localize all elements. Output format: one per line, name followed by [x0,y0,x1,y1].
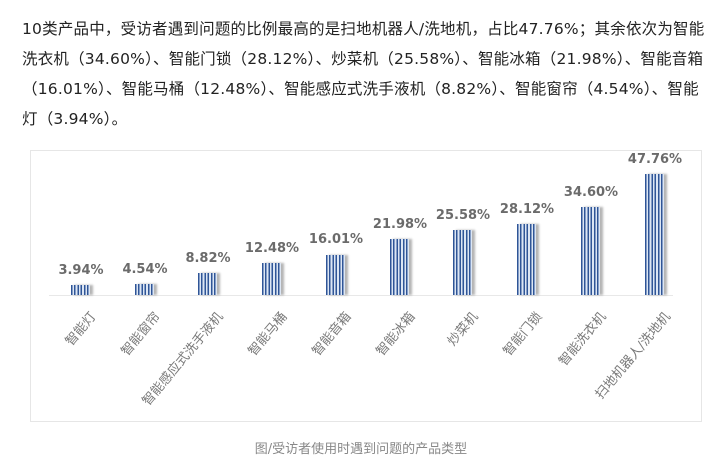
bar [581,207,600,295]
bar [453,230,472,295]
bar [517,223,536,295]
category-label: 智能灯 [62,309,100,350]
category-label: 智能窗帘 [118,309,164,360]
value-label: 4.54% [122,261,168,277]
figure-caption: 图/受访者使用时遇到问题的产品类型 [254,442,468,457]
value-label: 12.48% [244,241,300,257]
value-label: 8.82% [185,250,231,266]
intro-paragraph: 10类产品中，受访者遇到问题的比例最高的是扫地机器人/洗地机，占比47.76%；… [22,20,705,128]
value-label: 28.12% [499,201,555,217]
category-label: 智能洗衣机 [556,309,610,370]
value-label: 3.94% [58,263,104,279]
category-label: 智能马桶 [245,309,291,360]
chart-frame: 3.94% 智能灯 4.54% 智能窗帘 8.82% 智能感应式洗手液机 12.48% 智能马… [30,150,702,422]
value-label: 21.98% [372,217,428,233]
bar-group: 28.12% [495,151,559,295]
bar-group: 34.60% [559,151,623,295]
bar-group: 25.58% [431,151,495,295]
value-label: 16.01% [308,232,364,248]
bar [135,283,154,295]
bar-group: 3.94% [49,151,113,295]
bar [198,272,217,295]
bar [390,239,409,295]
bar [71,285,90,295]
bar [262,263,281,295]
category-label: 智能冰箱 [373,309,419,360]
value-label: 34.60% [563,185,619,201]
bar-group: 21.98% [368,151,432,295]
category-label: 智能门锁 [500,309,546,360]
bar-group: 8.82% [176,151,240,295]
bar [326,254,345,295]
bar [645,174,664,295]
category-label: 智能音箱 [309,309,355,360]
bar-group: 4.54% [113,151,177,295]
bar-group: 12.48% [240,151,304,295]
category-label: 炒菜机 [444,309,482,350]
value-label: 25.58% [435,208,491,224]
value-label: 47.76% [627,152,683,168]
bar-group: 47.76% [623,151,687,295]
bar-group: 16.01% [304,151,368,295]
x-axis-line [49,295,673,296]
